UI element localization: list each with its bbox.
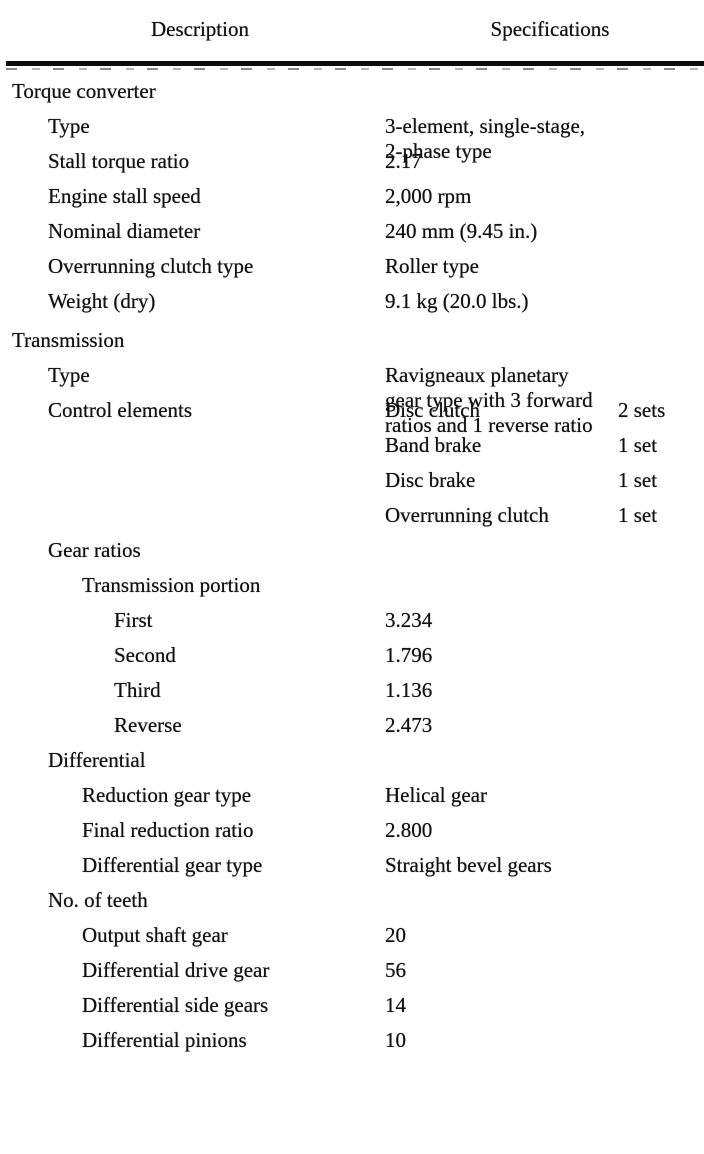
table-row: Engine stall speed 2,000 rpm — [0, 184, 704, 209]
row-specification: 20 — [385, 923, 406, 947]
row-specification: 10 — [385, 1028, 406, 1052]
row-specification: 2.17 — [385, 149, 422, 173]
table-header-row: Description Specifications — [0, 0, 704, 61]
table-row: No. of teeth — [0, 888, 704, 913]
table-row: Reduction gear type Helical gear — [0, 783, 704, 808]
table-row: Differential gear type Straight bevel ge… — [0, 853, 704, 878]
row-description: No. of teeth — [48, 888, 148, 912]
row-description: Weight (dry) — [48, 289, 156, 313]
row-specification: 9.1 kg (20.0 lbs.) — [385, 289, 529, 313]
row-specification: Straight bevel gears — [385, 853, 552, 877]
table-row: Band brake 1 set — [0, 433, 704, 458]
row-specification: Band brake — [385, 433, 482, 457]
row-specification: Ravigneaux planetary gear type with 3 fo… — [385, 363, 593, 437]
row-specification: Roller type — [385, 254, 479, 278]
row-description: First — [114, 608, 153, 632]
header-rule — [6, 61, 704, 66]
column-header-description: Description — [151, 17, 249, 41]
table-row: Overrunning clutch 1 set — [0, 503, 704, 528]
table-row: First 3.234 — [0, 608, 704, 633]
row-description: Differential — [48, 748, 146, 772]
table-row: Reverse 2.473 — [0, 713, 704, 738]
row-description: Differential gear type — [82, 853, 263, 877]
row-specification: 14 — [385, 993, 406, 1017]
table-row: Weight (dry) 9.1 kg (20.0 lbs.) — [0, 289, 704, 314]
row-description: Reverse — [114, 713, 182, 737]
row-description: Final reduction ratio — [82, 818, 254, 842]
row-specification: Overrunning clutch — [385, 503, 549, 527]
table-row: Final reduction ratio 2.800 — [0, 818, 704, 843]
table-row: Disc brake 1 set — [0, 468, 704, 493]
table-row: Stall torque ratio 2.17 — [0, 149, 704, 174]
row-description: Control elements — [48, 398, 193, 422]
row-specification: Disc clutch — [385, 398, 481, 422]
row-specification: 2.800 — [385, 818, 433, 842]
table-row: Differential drive gear 56 — [0, 958, 704, 983]
table-row: Nominal diameter 240 mm (9.45 in.) — [0, 219, 704, 244]
row-description: Overrunning clutch type — [48, 254, 254, 278]
row-description: Gear ratios — [48, 538, 141, 562]
row-description: Third — [114, 678, 161, 702]
row-description: Torque converter — [12, 79, 156, 103]
table-row: Overrunning clutch type Roller type — [0, 254, 704, 279]
table-row: Type 3-element, single-stage, 2-phase ty… — [0, 114, 704, 163]
table-row: Third 1.136 — [0, 678, 704, 703]
table-row: Differential side gears 14 — [0, 993, 704, 1018]
row-description: Transmission — [12, 328, 125, 352]
row-description: Type — [48, 363, 90, 387]
table-row: Torque converter — [0, 79, 704, 104]
row-description: Second — [114, 643, 176, 667]
row-description: Nominal diameter — [48, 219, 201, 243]
table-row: Differential pinions 10 — [0, 1028, 704, 1053]
row-quantity: 2 sets — [618, 398, 666, 422]
row-description: Differential pinions — [82, 1028, 247, 1052]
row-specification: Disc brake — [385, 468, 476, 492]
row-specification: 3.234 — [385, 608, 433, 632]
row-quantity: 1 set — [618, 433, 658, 457]
table-row: Transmission — [0, 328, 704, 353]
row-quantity: 1 set — [618, 468, 658, 492]
row-quantity: 1 set — [618, 503, 658, 527]
row-description: Reduction gear type — [82, 783, 252, 807]
row-specification: 3-element, single-stage, 2-phase type — [385, 114, 586, 163]
table-row: Type Ravigneaux planetary gear type with… — [0, 363, 704, 437]
row-specification: 56 — [385, 958, 406, 982]
row-specification: 240 mm (9.45 in.) — [385, 219, 538, 243]
row-specification: Helical gear — [385, 783, 488, 807]
row-description: Output shaft gear — [82, 923, 228, 947]
row-description: Differential drive gear — [82, 958, 270, 982]
column-header-specifications: Specifications — [490, 17, 610, 41]
row-specification: 1.136 — [385, 678, 433, 702]
table-row: Differential — [0, 748, 704, 773]
row-description: Stall torque ratio — [48, 149, 190, 173]
table-row: Gear ratios — [0, 538, 704, 563]
row-specification: 2.473 — [385, 713, 433, 737]
table-body: Torque converter Type 3-element, single-… — [0, 70, 704, 1053]
row-description: Type — [48, 114, 90, 138]
table-row: Output shaft gear 20 — [0, 923, 704, 948]
row-description: Engine stall speed — [48, 184, 201, 208]
row-specification: 1.796 — [385, 643, 433, 667]
table-row: Transmission portion — [0, 573, 704, 598]
row-description: Transmission portion — [82, 573, 261, 597]
header-rule-shadow — [6, 68, 704, 70]
table-row: Control elements Disc clutch 2 sets — [0, 398, 704, 423]
table-row: Second 1.796 — [0, 643, 704, 668]
row-specification: 2,000 rpm — [385, 184, 472, 208]
row-description: Differential side gears — [82, 993, 269, 1017]
